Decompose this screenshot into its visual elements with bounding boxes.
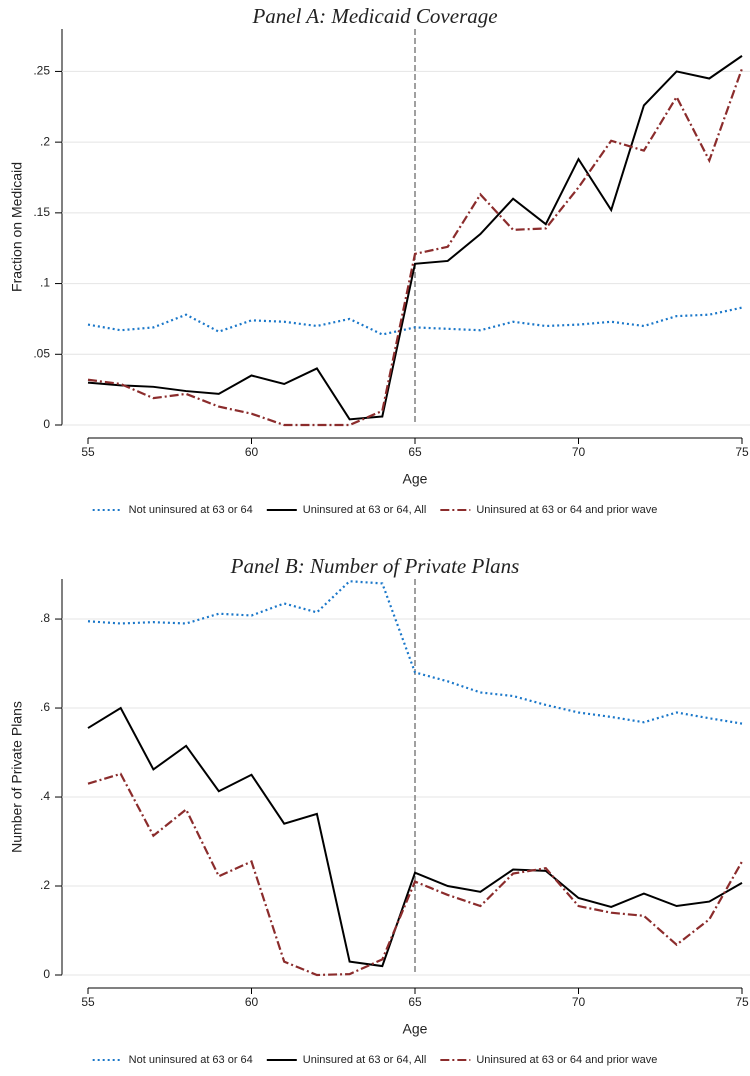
legend-label: Uninsured at 63 or 64, All [303,504,427,516]
x-tick-label: 60 [245,445,259,459]
legend-label: Not uninsured at 63 or 64 [129,504,253,516]
y-tick-label: .8 [40,611,50,625]
data-line [87,55,743,421]
x-tick-label: 70 [572,995,586,1009]
legend-label: Not uninsured at 63 or 64 [129,1054,253,1066]
x-tick-label: 55 [81,995,95,1009]
chart-title: Panel B: Number of Private Plans [230,554,520,578]
x-tick-label: 65 [408,445,422,459]
y-axis-label: Fraction on Medicaid [9,162,25,292]
data-line [87,580,743,725]
y-tick-label: .1 [40,276,50,290]
x-axis-label: Age [403,471,428,487]
legend-label: Uninsured at 63 or 64, All [303,1054,427,1066]
legend-label: Uninsured at 63 or 64 and prior wave [476,1054,657,1066]
x-tick-label: 70 [572,445,586,459]
x-axis-label: Age [403,1021,428,1037]
data-line [87,68,744,427]
x-tick-label: 65 [408,995,422,1009]
y-tick-label: 0 [43,967,50,981]
x-tick-label: 75 [735,995,749,1009]
y-tick-label: .05 [33,346,50,360]
y-tick-label: .2 [40,134,50,148]
data-line [87,772,743,977]
y-tick-label: .2 [40,878,50,892]
y-tick-label: .15 [33,205,50,219]
x-tick-label: 55 [81,445,95,459]
y-tick-label: .4 [40,789,50,803]
data-line [87,306,743,336]
y-tick-label: .25 [33,64,50,78]
y-axis-label: Number of Private Plans [9,701,25,853]
x-tick-label: 75 [735,445,749,459]
y-tick-label: .6 [40,700,50,714]
legend-label: Uninsured at 63 or 64 and prior wave [476,504,657,516]
y-tick-label: 0 [43,417,50,431]
x-tick-label: 60 [245,995,259,1009]
chart-title: Panel A: Medicaid Coverage [251,4,497,28]
data-line [87,706,743,968]
